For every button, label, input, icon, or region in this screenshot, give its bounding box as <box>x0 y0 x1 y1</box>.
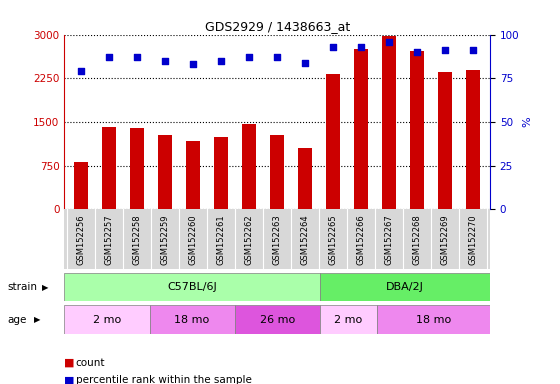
Text: ■: ■ <box>64 358 75 368</box>
Text: 18 mo: 18 mo <box>175 314 209 325</box>
Bar <box>150 305 235 334</box>
Bar <box>242 124 256 209</box>
Text: GSM152268: GSM152268 <box>413 214 422 265</box>
Point <box>273 54 282 60</box>
Point <box>245 54 254 60</box>
Bar <box>410 51 424 209</box>
Bar <box>64 273 320 301</box>
Text: GSM152264: GSM152264 <box>301 214 310 265</box>
Text: GSM152270: GSM152270 <box>469 214 478 265</box>
Text: GSM152259: GSM152259 <box>161 214 170 265</box>
Bar <box>64 305 150 334</box>
Point <box>189 61 198 67</box>
Bar <box>214 137 228 209</box>
Point <box>329 44 338 50</box>
Point <box>217 58 226 64</box>
Bar <box>354 48 368 209</box>
Point <box>77 68 86 74</box>
Text: GSM152266: GSM152266 <box>357 214 366 265</box>
Bar <box>298 148 312 209</box>
Point <box>441 47 450 53</box>
Bar <box>186 141 200 209</box>
Text: GSM152258: GSM152258 <box>133 214 142 265</box>
Text: GSM152262: GSM152262 <box>245 214 254 265</box>
Point <box>301 60 310 66</box>
Text: GSM152260: GSM152260 <box>189 214 198 265</box>
Text: C57BL/6J: C57BL/6J <box>167 282 217 292</box>
Text: ■: ■ <box>64 375 75 384</box>
Point <box>357 44 366 50</box>
Text: ▶: ▶ <box>42 283 49 292</box>
Point <box>161 58 170 64</box>
Text: GSM152267: GSM152267 <box>385 214 394 265</box>
Text: ▶: ▶ <box>34 315 40 324</box>
Y-axis label: %: % <box>522 117 532 127</box>
Bar <box>74 162 88 209</box>
Title: GDS2929 / 1438663_at: GDS2929 / 1438663_at <box>204 20 350 33</box>
Bar <box>235 305 320 334</box>
Text: GSM152261: GSM152261 <box>217 214 226 265</box>
Bar <box>102 127 116 209</box>
Bar <box>326 74 340 209</box>
Text: GSM152269: GSM152269 <box>441 214 450 265</box>
Point <box>385 38 394 45</box>
Bar <box>130 128 144 209</box>
Point <box>133 54 142 60</box>
Text: GSM152257: GSM152257 <box>105 214 114 265</box>
Bar <box>466 70 480 209</box>
Text: strain: strain <box>7 282 38 292</box>
Text: age: age <box>7 315 27 325</box>
Point <box>413 49 422 55</box>
Text: DBA/2J: DBA/2J <box>386 282 424 292</box>
Text: 26 mo: 26 mo <box>260 314 295 325</box>
Text: 2 mo: 2 mo <box>93 314 121 325</box>
Text: GSM152263: GSM152263 <box>273 214 282 265</box>
Bar <box>270 135 284 209</box>
Point <box>105 54 114 60</box>
Bar <box>376 305 490 334</box>
Text: 18 mo: 18 mo <box>416 314 451 325</box>
Text: count: count <box>76 358 105 368</box>
Text: GSM152256: GSM152256 <box>77 214 86 265</box>
Text: percentile rank within the sample: percentile rank within the sample <box>76 375 251 384</box>
Bar <box>320 273 490 301</box>
Text: 2 mo: 2 mo <box>334 314 362 325</box>
Bar <box>382 36 396 209</box>
Bar <box>438 73 452 209</box>
Bar <box>158 135 172 209</box>
Bar <box>320 305 376 334</box>
Point <box>469 47 478 53</box>
Text: GSM152265: GSM152265 <box>329 214 338 265</box>
